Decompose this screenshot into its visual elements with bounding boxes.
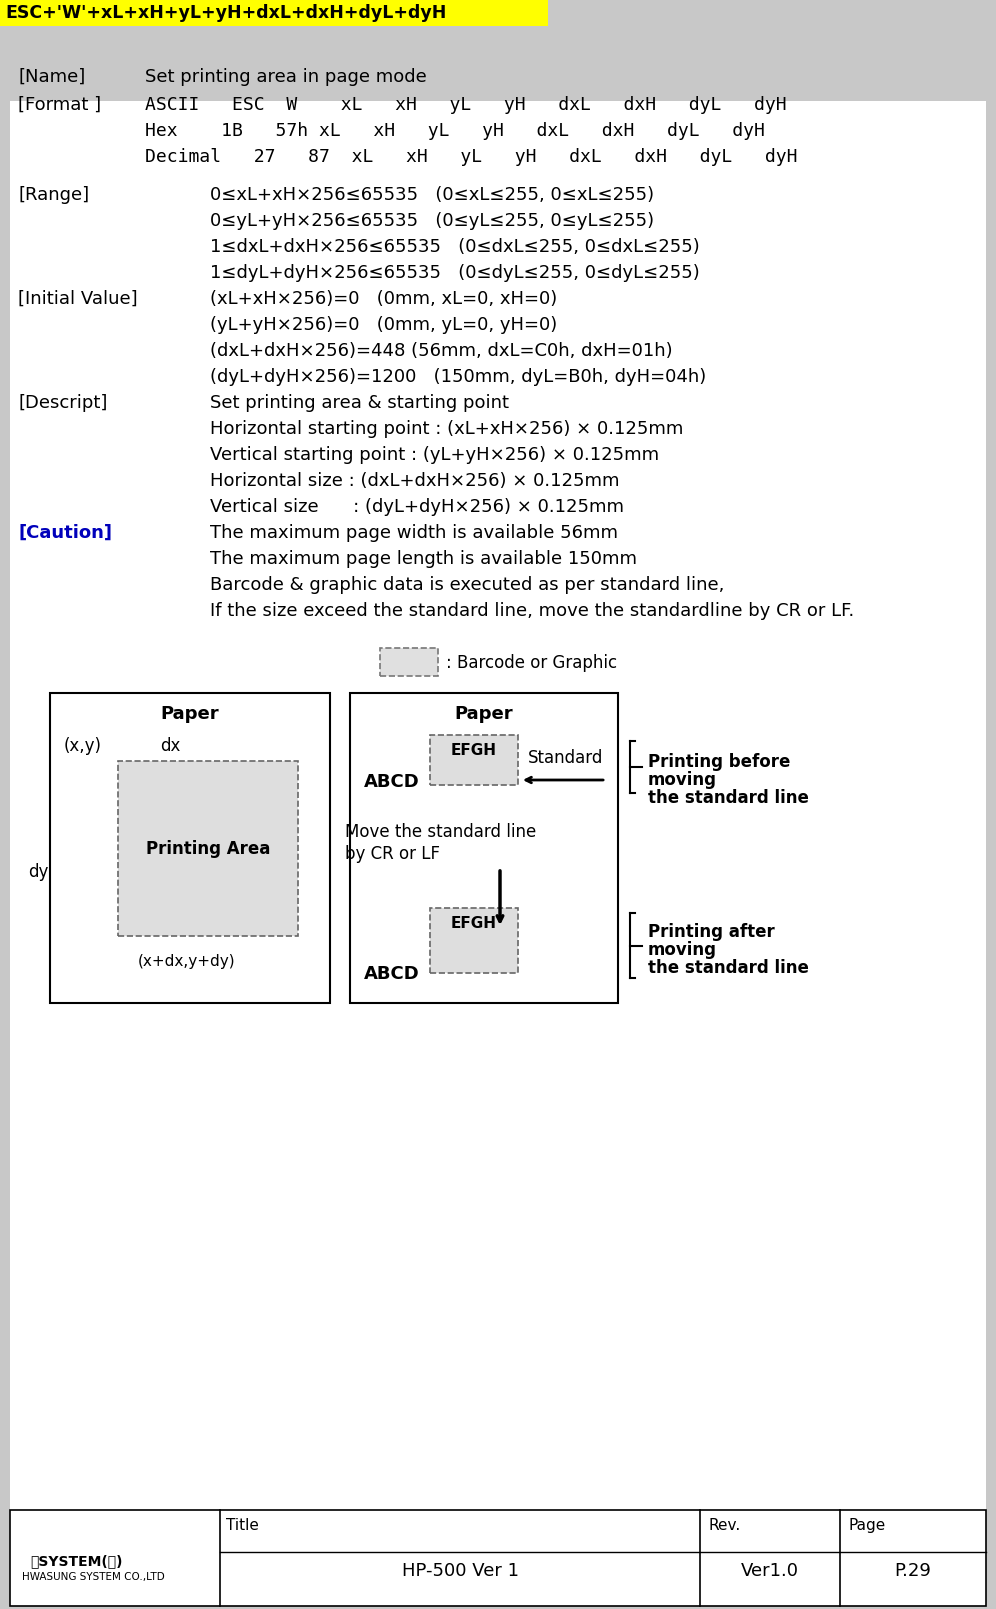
Text: Decimal   27   87  xL   xH   yL   yH   dxL   dxH   dyL   dyH: Decimal 27 87 xL xH yL yH dxL dxH dyL dy…: [145, 148, 798, 166]
Text: (xL+xH×256)=0   (0mm, xL=0, xH=0): (xL+xH×256)=0 (0mm, xL=0, xH=0): [210, 290, 557, 307]
Text: : Barcode or Graphic: : Barcode or Graphic: [446, 653, 618, 673]
Text: EFGH: EFGH: [451, 743, 497, 758]
Text: Move the standard line: Move the standard line: [345, 822, 536, 842]
Text: ESC+'W'+xL+xH+yL+yH+dxL+dxH+dyL+dyH: ESC+'W'+xL+xH+yL+yH+dxL+dxH+dyL+dyH: [5, 3, 446, 23]
Text: Horizontal size : (dxL+dxH×256) × 0.125mm: Horizontal size : (dxL+dxH×256) × 0.125m…: [210, 471, 620, 491]
Text: Vertical size      : (dyL+dyH×256) × 0.125mm: Vertical size : (dyL+dyH×256) × 0.125mm: [210, 499, 624, 516]
Text: ABCD: ABCD: [364, 965, 419, 983]
Text: 1≤dyL+dyH×256≤65535   (0≤dyL≤255, 0≤dyL≤255): 1≤dyL+dyH×256≤65535 (0≤dyL≤255, 0≤dyL≤25…: [210, 264, 700, 282]
Text: by CR or LF: by CR or LF: [345, 845, 440, 862]
Text: (x+dx,y+dy): (x+dx,y+dy): [138, 954, 236, 969]
Bar: [430, 735, 518, 785]
Text: Page: Page: [848, 1517, 885, 1533]
Text: Rev.: Rev.: [708, 1517, 740, 1533]
Text: The maximum page width is available 56mm: The maximum page width is available 56mm: [210, 525, 618, 542]
Text: ABCD: ABCD: [364, 772, 419, 792]
Text: Standard: Standard: [528, 750, 604, 767]
Bar: [430, 907, 518, 973]
Bar: [118, 761, 298, 936]
Text: If the size exceed the standard line, move the standardline by CR or LF.: If the size exceed the standard line, mo…: [210, 602, 855, 619]
Text: 0≤yL+yH×256≤65535   (0≤yL≤255, 0≤yL≤255): 0≤yL+yH×256≤65535 (0≤yL≤255, 0≤yL≤255): [210, 212, 654, 230]
Bar: [10, 1509, 986, 1606]
Text: Vertical starting point : (yL+yH×256) × 0.125mm: Vertical starting point : (yL+yH×256) × …: [210, 446, 659, 463]
Text: Printing before: Printing before: [648, 753, 791, 771]
Text: Paper: Paper: [160, 705, 219, 722]
Bar: [0, 0, 548, 26]
Text: [Range]: [Range]: [18, 187, 89, 204]
Text: Printing Area: Printing Area: [145, 840, 270, 858]
Text: moving: moving: [648, 941, 717, 959]
Text: Horizontal starting point : (xL+xH×256) × 0.125mm: Horizontal starting point : (xL+xH×256) …: [210, 420, 683, 438]
Bar: [10, 101, 986, 1521]
Text: the standard line: the standard line: [648, 959, 809, 977]
Text: HWASUNG SYSTEM CO.,LTD: HWASUNG SYSTEM CO.,LTD: [22, 1572, 164, 1582]
Text: 成SYSTEM(株): 成SYSTEM(株): [30, 1554, 123, 1569]
Text: HP-500 Ver 1: HP-500 Ver 1: [401, 1562, 519, 1580]
Text: (dyL+dyH×256)=1200   (150mm, dyL=B0h, dyH=04h): (dyL+dyH×256)=1200 (150mm, dyL=B0h, dyH=…: [210, 368, 706, 386]
Text: moving: moving: [648, 771, 717, 788]
Text: [Descript]: [Descript]: [18, 394, 108, 412]
Text: ASCII   ESC  W    xL   xH   yL   yH   dxL   dxH   dyL   dyH: ASCII ESC W xL xH yL yH dxL dxH dyL dyH: [145, 97, 787, 114]
Bar: [350, 693, 618, 1002]
Text: Printing after: Printing after: [648, 924, 775, 941]
Bar: [380, 648, 438, 676]
Text: the standard line: the standard line: [648, 788, 809, 808]
Text: (dxL+dxH×256)=448 (56mm, dxL=C0h, dxH=01h): (dxL+dxH×256)=448 (56mm, dxL=C0h, dxH=01…: [210, 343, 672, 360]
Text: Title: Title: [226, 1517, 259, 1533]
Text: The maximum page length is available 150mm: The maximum page length is available 150…: [210, 550, 637, 568]
Text: dy: dy: [28, 862, 49, 882]
Text: Ver1.0: Ver1.0: [741, 1562, 799, 1580]
Text: (yL+yH×256)=0   (0mm, yL=0, yH=0): (yL+yH×256)=0 (0mm, yL=0, yH=0): [210, 315, 557, 335]
Text: dx: dx: [160, 737, 180, 755]
Text: Hex    1B   57h xL   xH   yL   yH   dxL   dxH   dyL   dyH: Hex 1B 57h xL xH yL yH dxL dxH dyL dyH: [145, 122, 765, 140]
Text: [Caution]: [Caution]: [18, 525, 112, 542]
Text: Set printing area & starting point: Set printing area & starting point: [210, 394, 509, 412]
Text: Paper: Paper: [455, 705, 513, 722]
Text: 0≤xL+xH×256≤65535   (0≤xL≤255, 0≤xL≤255): 0≤xL+xH×256≤65535 (0≤xL≤255, 0≤xL≤255): [210, 187, 654, 204]
Text: [Initial Value]: [Initial Value]: [18, 290, 137, 307]
Text: EFGH: EFGH: [451, 916, 497, 932]
Text: Set printing area in page mode: Set printing area in page mode: [145, 68, 426, 85]
Text: P.29: P.29: [894, 1562, 931, 1580]
Text: [Format ]: [Format ]: [18, 97, 102, 114]
Text: Barcode & graphic data is executed as per standard line,: Barcode & graphic data is executed as pe…: [210, 576, 724, 594]
Bar: [50, 693, 330, 1002]
Text: 1≤dxL+dxH×256≤65535   (0≤dxL≤255, 0≤dxL≤255): 1≤dxL+dxH×256≤65535 (0≤dxL≤255, 0≤dxL≤25…: [210, 238, 700, 256]
Text: (x,y): (x,y): [64, 737, 102, 755]
Text: [Name]: [Name]: [18, 68, 86, 85]
Bar: [548, 0, 996, 26]
